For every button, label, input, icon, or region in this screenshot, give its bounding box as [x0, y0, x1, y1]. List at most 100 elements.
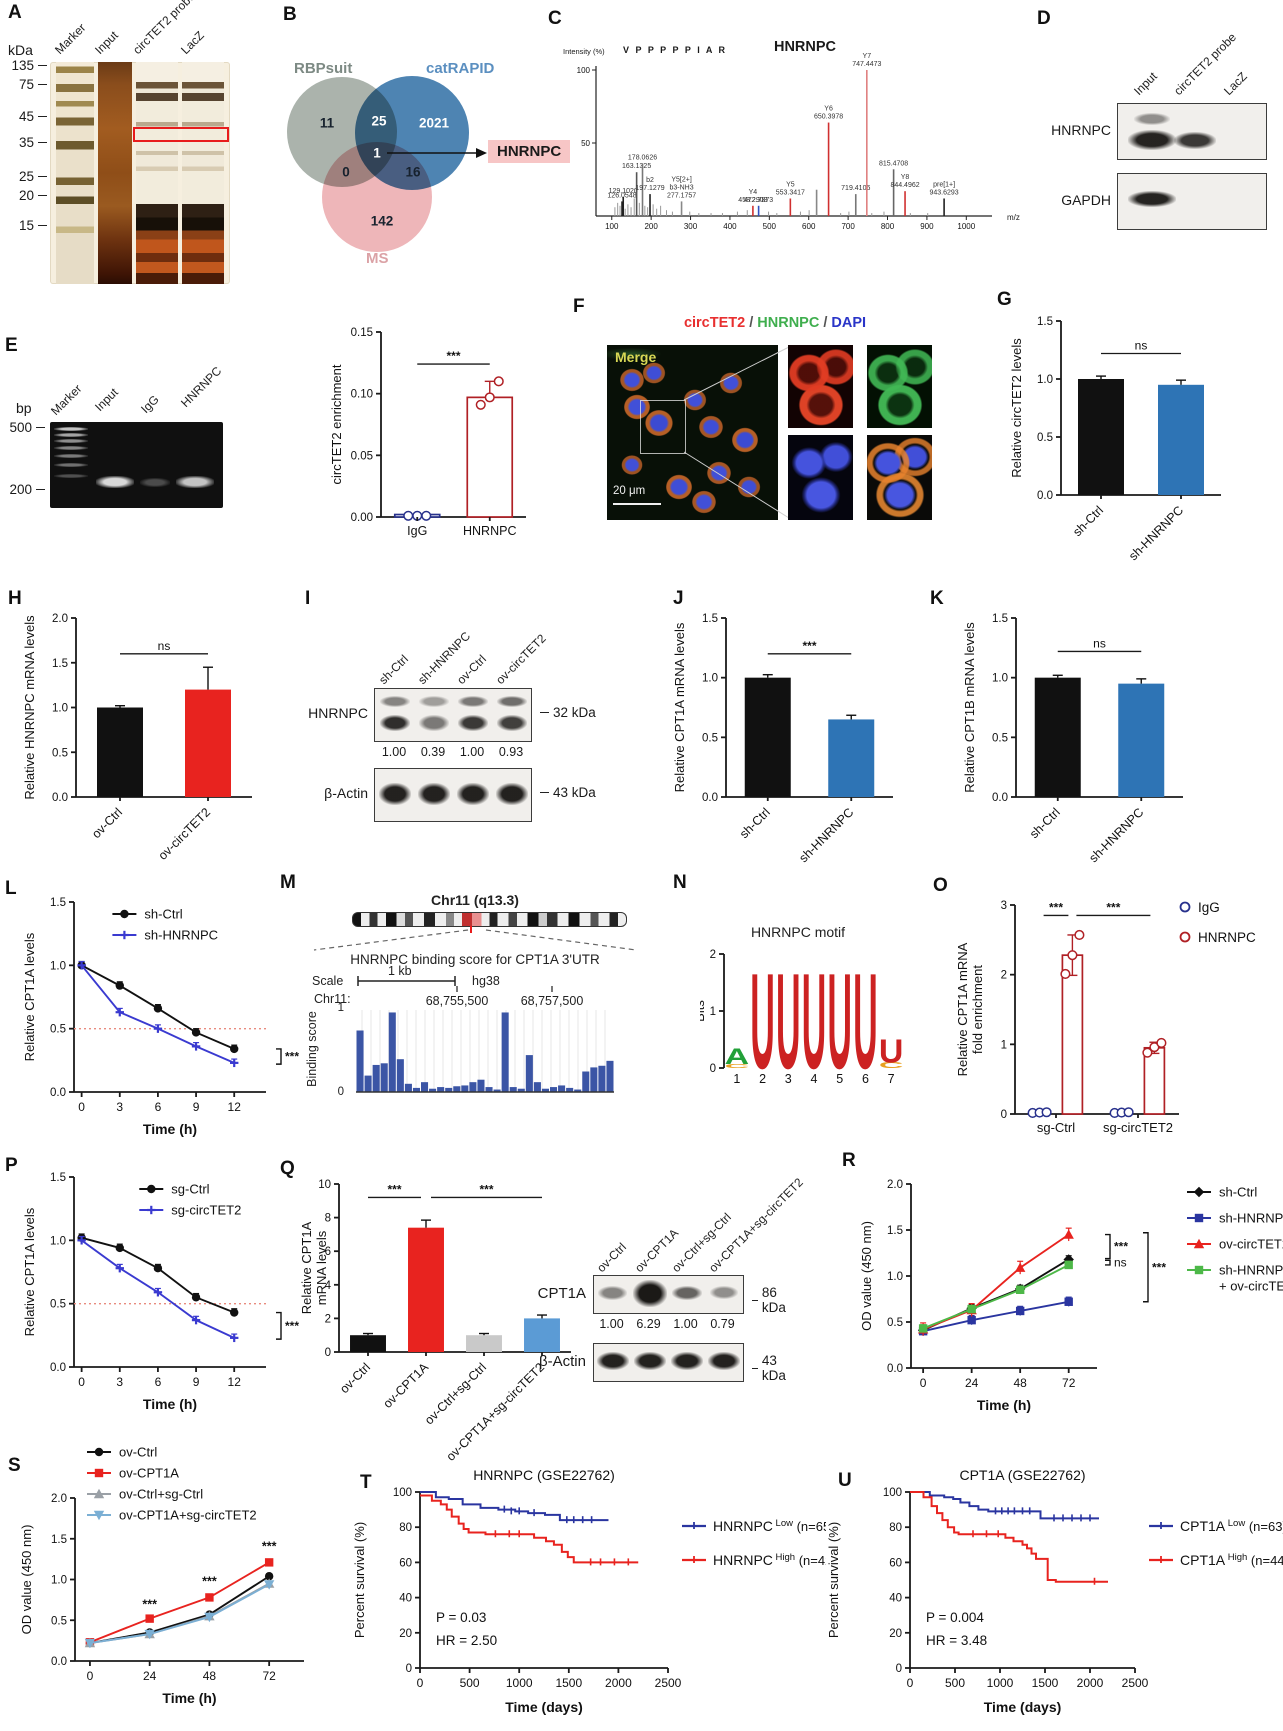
- zoom-connector-lines: [683, 346, 790, 519]
- svg-text:3: 3: [116, 1375, 123, 1389]
- panel-label-T: T: [360, 1472, 372, 1493]
- gel-lane-circtet2: [136, 62, 178, 284]
- band: [598, 1286, 627, 1300]
- blot-row-hnrnpc: HNRNPC: [308, 705, 368, 721]
- venn-count-ms-only: 142: [370, 213, 394, 229]
- kda-43: 43 kDa: [748, 1353, 790, 1383]
- circtet2-channel-image: [788, 345, 853, 428]
- svg-text:sh-HNRNPC: sh-HNRNPC: [796, 805, 856, 865]
- band: [418, 783, 450, 805]
- gel-lane-input: [98, 62, 132, 284]
- band: [419, 715, 449, 731]
- if-title-dapi: DAPI: [831, 315, 867, 331]
- svg-text:HNRNPC Low (n=65): HNRNPC Low (n=65): [713, 1518, 826, 1534]
- scalebar: [613, 503, 661, 505]
- svg-text:ov-CPT1A: ov-CPT1A: [380, 1360, 431, 1411]
- svg-text:0.0: 0.0: [702, 792, 718, 804]
- svg-text:ov-circTET2: ov-circTET2: [1219, 1237, 1283, 1252]
- blot-row-gapdh: GAPDH: [1061, 192, 1111, 208]
- lane-label-ov-ctrl: ov-Ctrl: [594, 1240, 629, 1275]
- lane-label-input: Input: [1131, 69, 1160, 98]
- svg-text:800: 800: [881, 222, 895, 231]
- band: [380, 715, 410, 731]
- svg-text:60: 60: [889, 1557, 902, 1569]
- gel-lane-lacz: [182, 62, 224, 284]
- H-chart-svg: 0.0 0.5 1.0 1.5 2.0 ov-Ctrl ov-circTET2 ns Relat…: [22, 613, 252, 863]
- blot-row-cpt1a: CPT1A: [537, 1285, 586, 1302]
- panel-H: H 0.0 0.5 1.0 1.5 2.0 ov-Ctrl ov-circTET2 ns Rel…: [0, 585, 330, 885]
- svg-text:943.6293: 943.6293: [929, 189, 958, 196]
- svg-text:sg-Ctrl: sg-Ctrl: [171, 1182, 209, 1197]
- svg-text:1000: 1000: [987, 1676, 1014, 1690]
- venn-count-rbp-ms: 0: [342, 164, 350, 180]
- svg-text:mRNA levels: mRNA levels: [314, 1230, 329, 1305]
- gel-lane-marker: [56, 62, 94, 284]
- svg-text:sh-Ctrl: sh-Ctrl: [737, 805, 773, 841]
- svg-text:U: U: [853, 948, 878, 1088]
- svg-text:ns: ns: [1114, 1256, 1127, 1270]
- panel-B: B RBPsuit catRAPID MS 11 25 2021 0 1 16 …: [270, 0, 600, 295]
- track-subtitle: HNRNPC binding score for CPT1A 3'UTR: [350, 952, 600, 967]
- svg-text:b2: b2: [646, 177, 654, 184]
- svg-text:747.4473: 747.4473: [852, 61, 881, 68]
- panel-M: M Chr11 (q13.3) HNRNPC binding score for…: [270, 870, 680, 1170]
- svg-text:0.15: 0.15: [351, 327, 373, 339]
- merge-label: Merge: [615, 349, 657, 365]
- svg-text:sh-HNRNPC: sh-HNRNPC: [1086, 805, 1146, 865]
- svg-text:***: ***: [1106, 900, 1120, 914]
- svg-text:CPT1A (GSE22762): CPT1A (GSE22762): [959, 1467, 1085, 1483]
- ladder-band: [54, 463, 88, 467]
- cck8-growth-chart-ov: 0.0 0.5 1.0 1.5 2.0 0 24 48 72 ov-Ctrl ov-CPT1A ov-…: [15, 1438, 350, 1731]
- svg-text:2: 2: [1001, 970, 1007, 982]
- marker-35: 35: [4, 135, 47, 150]
- blot-row-actin: β-Actin: [324, 785, 368, 801]
- lane-label-hnrnpc: HNRNPC: [178, 363, 225, 410]
- svg-text:Time (days): Time (days): [984, 1699, 1062, 1715]
- svg-text:700: 700: [841, 222, 855, 231]
- panel-label-G: G: [997, 289, 1012, 310]
- svg-text:300: 300: [684, 222, 698, 231]
- svg-text:500: 500: [945, 1676, 965, 1690]
- bp-axis-label: bp: [16, 400, 32, 416]
- blot-row-hnrnpc: HNRNPC: [1051, 122, 1111, 138]
- panel-J: J 0.0 0.5 1.0 1.5 sh-Ctrl sh-HNRNPC *** Relativ…: [640, 585, 960, 885]
- svg-text:72: 72: [1062, 1376, 1076, 1390]
- svg-text:20: 20: [889, 1628, 902, 1640]
- band: [497, 696, 527, 707]
- circtet2-enrichment-chart: 0.00 0.05 0.10 0.15 IgG HNRNPC *** circTET2 enr…: [325, 318, 540, 553]
- svg-text:844.4962: 844.4962: [890, 182, 919, 189]
- svg-text:sh-HNRNPC: sh-HNRNPC: [1219, 1211, 1283, 1226]
- svg-text:sh-Ctrl: sh-Ctrl: [1219, 1185, 1257, 1200]
- svg-text:0.5: 0.5: [702, 732, 718, 744]
- svg-text:2: 2: [759, 1072, 766, 1086]
- svg-text:Relative circTET2 levels: Relative circTET2 levels: [1009, 338, 1024, 478]
- rip-pcr-gel: [50, 422, 223, 508]
- scale-label: Scale: [312, 974, 344, 988]
- actin-blot: [374, 768, 532, 822]
- venn-circle-ms: [322, 142, 432, 252]
- hnrnpc-blot: [374, 688, 532, 742]
- svg-text:126.0548: 126.0548: [607, 192, 636, 199]
- svg-text:20: 20: [399, 1628, 412, 1640]
- if-title: circTET2 / HNRNPC / DAPI: [605, 315, 945, 331]
- svg-text:1.5: 1.5: [887, 1225, 903, 1237]
- svg-text:0: 0: [920, 1376, 927, 1390]
- svg-text:197.1279: 197.1279: [635, 185, 664, 192]
- svg-text:1.5: 1.5: [702, 613, 718, 625]
- svg-text:0.5: 0.5: [887, 1317, 903, 1329]
- svg-text:Y6: Y6: [824, 106, 833, 113]
- panel-label-D: D: [1037, 8, 1051, 29]
- rip-fold-enrichment-chart: 0 1 2 3 sg-Ctrl sg-circTET2 *** *** IgG HNRNPC Rel…: [955, 885, 1283, 1170]
- cpt1a-decay-line-chart-sg: 0.0 0.5 1.0 1.5 0 3 6 9 12 sg-Ctrl sg-circTET2 *** T…: [18, 1163, 318, 1423]
- svg-text:Y5[2+]: Y5[2+]: [671, 176, 691, 183]
- svg-text:***: ***: [202, 1575, 217, 1589]
- band: [496, 783, 528, 805]
- svg-text:277.1757: 277.1757: [667, 192, 696, 199]
- lane-label-lacz: LacZ: [178, 28, 207, 57]
- svg-text:0.5: 0.5: [1037, 432, 1053, 444]
- svg-text:OD value (450 nm): OD value (450 nm): [19, 1525, 34, 1635]
- svg-text:650.3978: 650.3978: [814, 114, 843, 121]
- svg-text:0: 0: [87, 1669, 94, 1683]
- band: [597, 1352, 629, 1370]
